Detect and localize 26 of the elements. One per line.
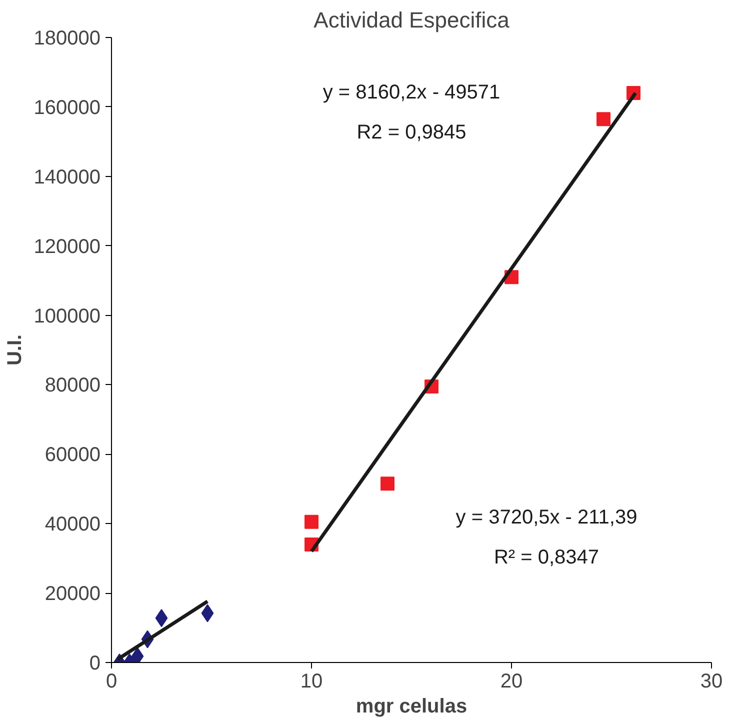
annotation: y = 8160,2x - 49571: [322, 82, 500, 104]
y-tick-label: 40000: [44, 514, 101, 536]
x-tick-label: 10: [300, 670, 323, 692]
annotation: y = 3720,5x - 211,39: [456, 506, 638, 528]
annotation: R2 = 0,9845: [356, 122, 466, 144]
point: [201, 604, 214, 622]
point: [155, 609, 168, 628]
x-tick-label: 30: [700, 670, 723, 692]
y-tick-label: 160000: [34, 96, 101, 119]
y-tick-label: 60000: [44, 444, 101, 466]
y-axis-title: U.I.: [4, 334, 26, 366]
x-tick-label: 0: [106, 670, 118, 692]
y-tick-label: 120000: [34, 236, 101, 258]
y-tick-label: 100000: [34, 305, 101, 328]
y-tick-label: 20000: [44, 583, 101, 606]
x-tick-label: 20: [500, 670, 523, 692]
chart-title: Actividad Especifica: [314, 8, 510, 32]
point: [304, 514, 318, 529]
y-tick-label: 80000: [44, 374, 101, 397]
y-tick-label: 0: [89, 652, 100, 674]
y-tick-label: 180000: [34, 28, 101, 50]
y-tick-label: 140000: [34, 166, 101, 188]
point: [596, 112, 610, 126]
x-axis-title: mgr celulas: [356, 696, 468, 718]
point: [380, 476, 394, 491]
annotation: R² = 0,8347: [494, 546, 600, 568]
